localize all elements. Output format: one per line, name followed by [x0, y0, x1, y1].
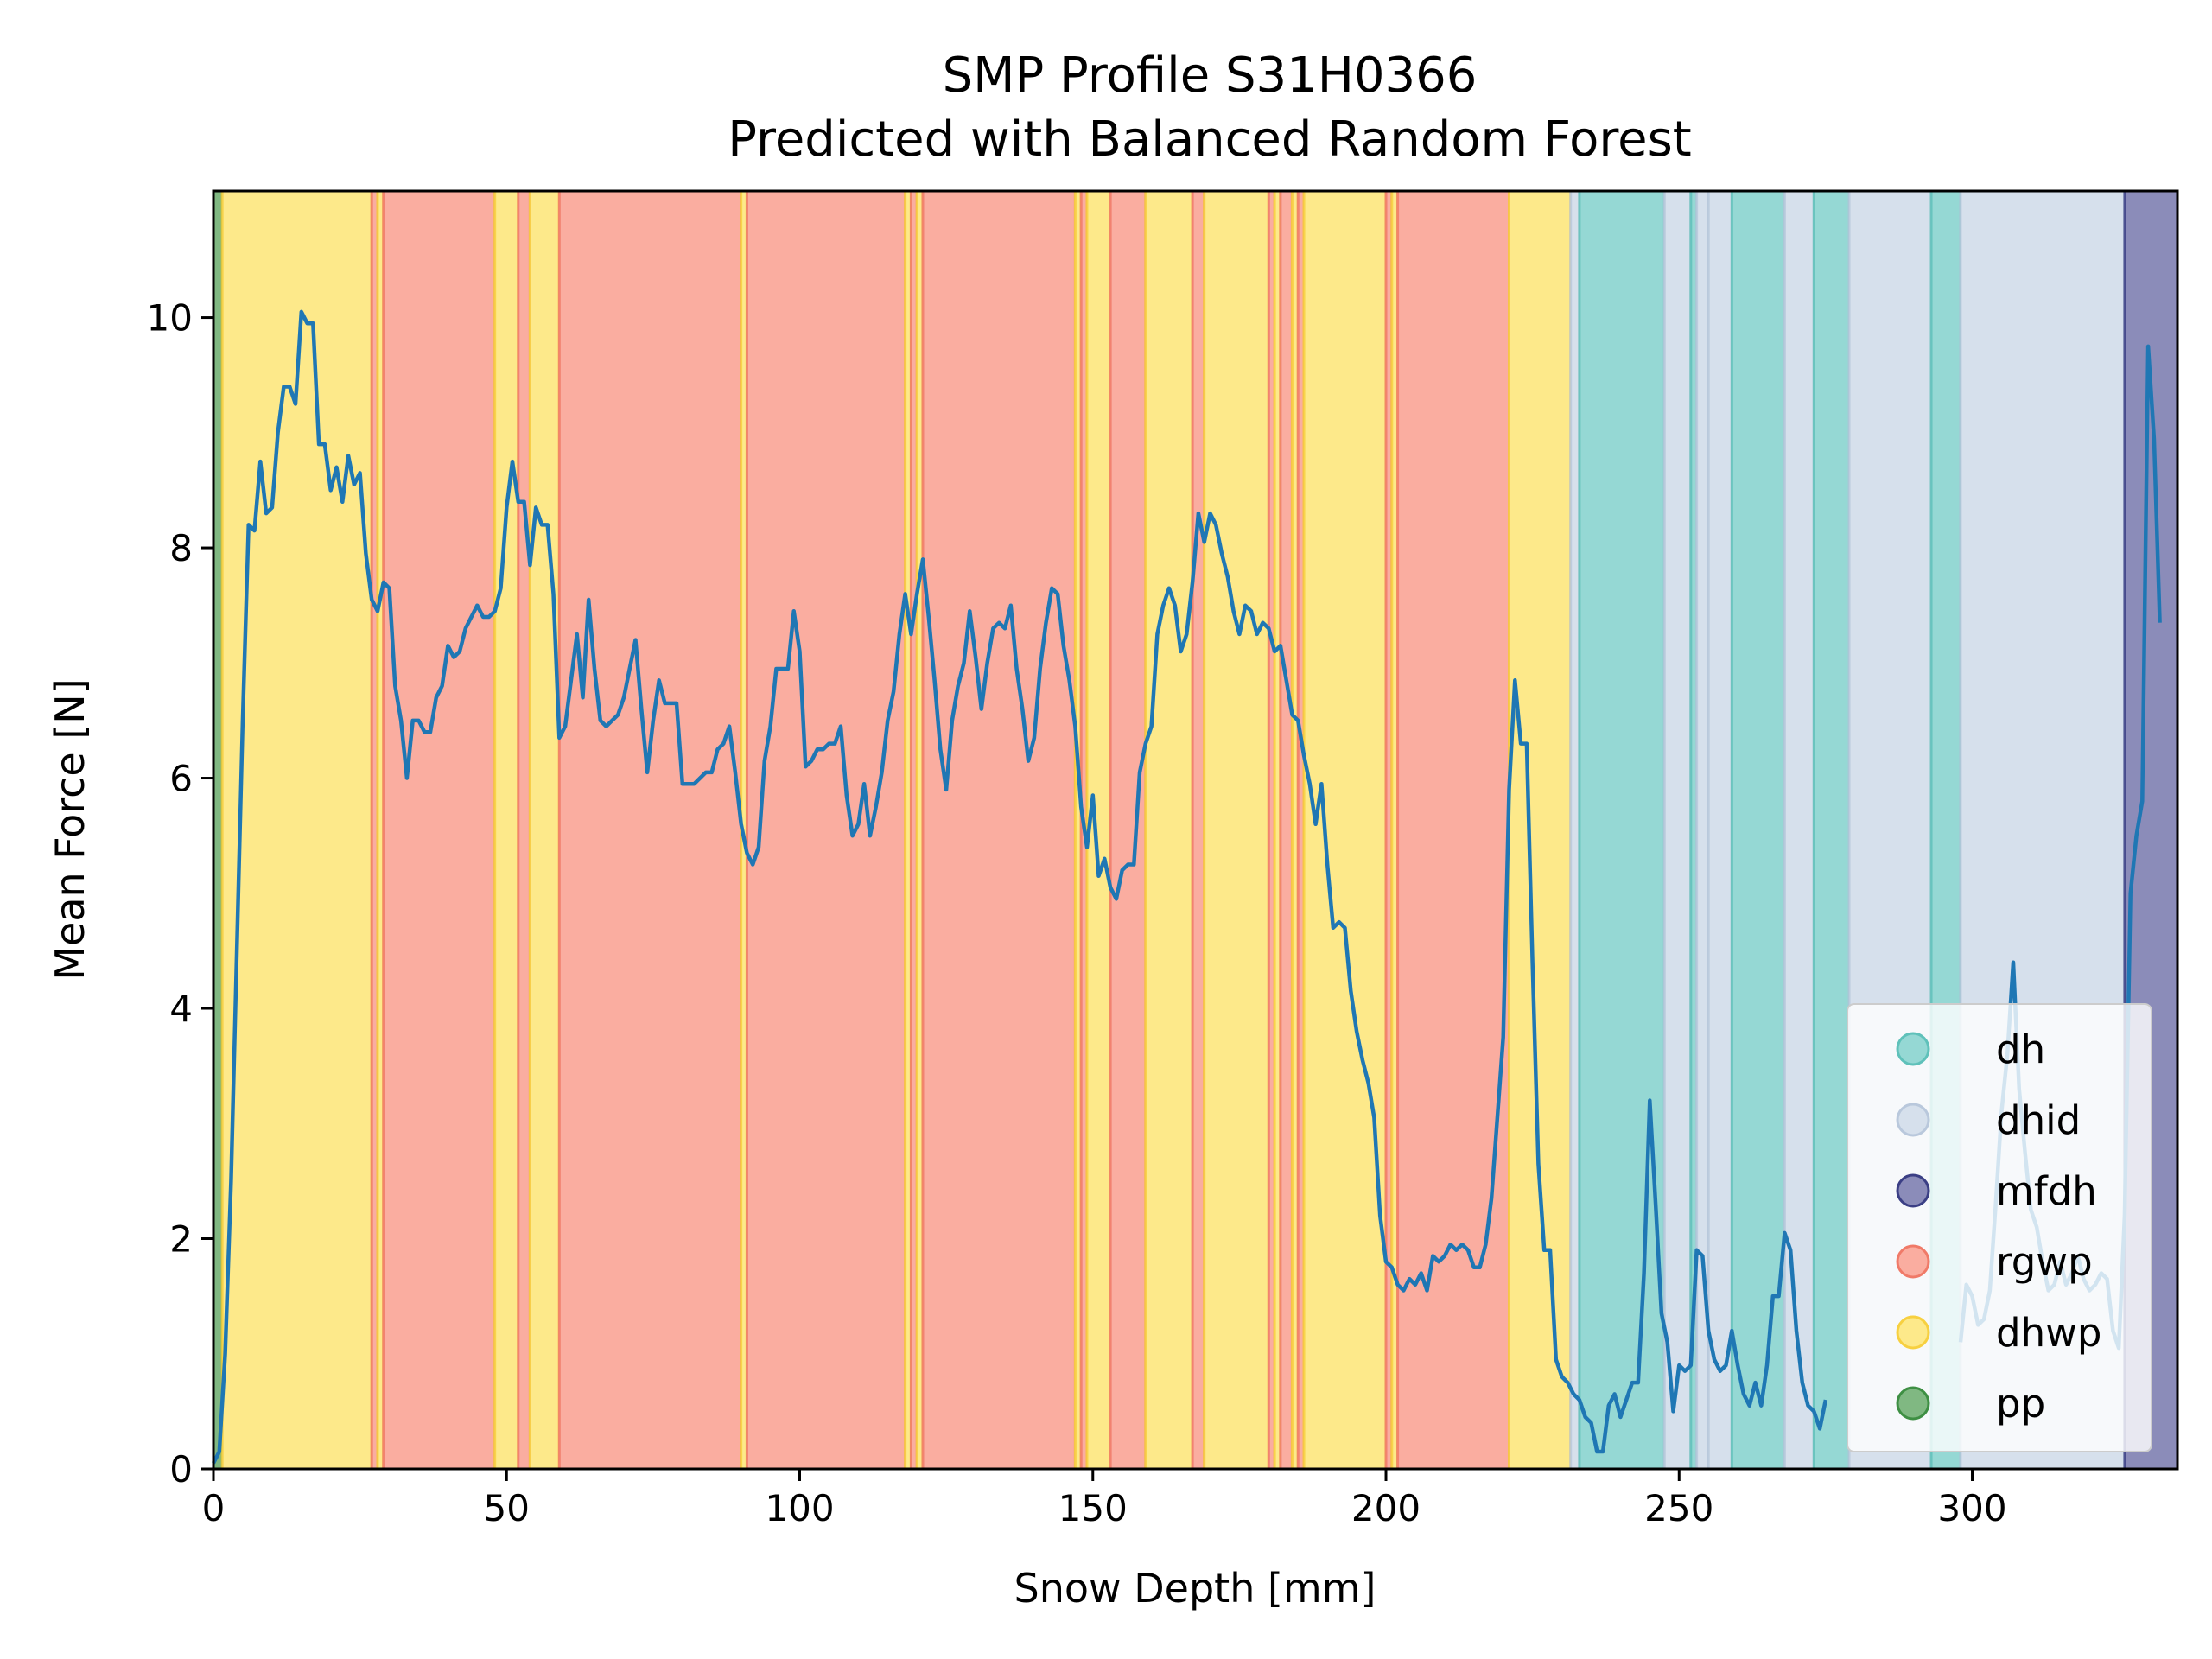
x-tick-label: 50	[484, 1487, 530, 1529]
y-tick-label: 0	[169, 1448, 193, 1491]
x-tick-label: 250	[1644, 1487, 1713, 1529]
band-dhwp	[1274, 191, 1281, 1469]
legend-label-pp: pp	[1996, 1381, 2045, 1427]
band-dh	[1814, 191, 1850, 1469]
band-rgwp	[922, 191, 1076, 1469]
band-dhwp	[1292, 191, 1299, 1469]
band-rgwp	[518, 191, 531, 1469]
plot-frame	[212, 189, 2179, 1471]
band-dhwp	[377, 191, 384, 1469]
series-line-0	[211, 309, 1828, 1465]
band-rgwp	[911, 191, 918, 1469]
legend-marker-dh	[1896, 1032, 1930, 1066]
band-rgwp	[1386, 191, 1392, 1469]
legend-marker-dhwp	[1896, 1315, 1930, 1350]
band-rgwp	[1280, 191, 1293, 1469]
band-rgwp	[1110, 191, 1146, 1469]
band-rgwp	[559, 191, 741, 1469]
y-tick-label: 6	[169, 758, 193, 800]
y-tick-label: 4	[169, 988, 193, 1030]
band-rgwp	[1268, 191, 1275, 1469]
x-tick-label: 0	[202, 1487, 226, 1529]
y-axis-label: Mean Force [N]	[47, 678, 93, 980]
band-dh	[1579, 191, 1665, 1469]
band-dhid	[1708, 191, 1732, 1469]
band-dhwp	[1391, 191, 1398, 1469]
band-rgwp	[1192, 191, 1205, 1469]
band-dhid	[1664, 191, 1691, 1469]
band-dh	[1690, 191, 1697, 1469]
band-pp	[213, 191, 223, 1469]
band-dhwp	[1204, 191, 1269, 1469]
band-dhwp	[530, 191, 560, 1469]
legend-label-dh: dh	[1996, 1027, 2045, 1072]
x-axis: 0 50 100 150 200 250 300	[202, 1469, 2007, 1529]
y-tick-label: 10	[147, 297, 193, 340]
band-dhwp	[494, 191, 518, 1469]
legend-marker-pp	[1896, 1386, 1930, 1421]
band-rgwp	[1298, 191, 1305, 1469]
band-rgwp	[372, 191, 378, 1469]
band-dhwp	[1509, 191, 1571, 1469]
band-dhid	[1784, 191, 1815, 1469]
y-axis: 0 2 4 6 8 10	[147, 297, 213, 1491]
chart-title: SMP Profile S31H0366	[943, 48, 1478, 104]
band-rgwp	[1397, 191, 1510, 1469]
legend-label-mfdh: mfdh	[1996, 1168, 2097, 1214]
y-tick-label: 2	[169, 1218, 193, 1261]
x-tick-label: 100	[765, 1487, 834, 1529]
legend: dh dhid mfdh rgwp dhwp pp	[1847, 1003, 2152, 1452]
legend-marker-rgwp	[1896, 1244, 1930, 1279]
band-dhwp	[1304, 191, 1387, 1469]
legend-label-dhid: dhid	[1996, 1097, 2081, 1143]
band-dhwp	[1145, 191, 1193, 1469]
x-tick-label: 300	[1937, 1487, 2006, 1529]
legend-marker-mfdh	[1896, 1173, 1930, 1208]
band-dhwp	[905, 191, 912, 1469]
band-rgwp	[383, 191, 495, 1469]
y-tick-label: 8	[169, 527, 193, 569]
band-dh	[1732, 191, 1785, 1469]
legend-label-rgwp: rgwp	[1996, 1239, 2093, 1285]
chart-subtitle: Predicted with Balanced Random Forest	[728, 111, 1692, 168]
class-bands	[212, 191, 2179, 1469]
band-dhid	[1696, 191, 1709, 1469]
legend-label-dhwp: dhwp	[1996, 1310, 2101, 1356]
x-tick-label: 200	[1351, 1487, 1421, 1529]
band-dhwp	[917, 191, 923, 1469]
band-dhwp	[1075, 191, 1082, 1469]
band-dhid	[1570, 191, 1580, 1469]
band-rgwp	[747, 191, 906, 1469]
x-axis-label: Snow Depth [mm]	[1014, 1565, 1376, 1611]
legend-marker-dhid	[1896, 1103, 1930, 1137]
x-tick-label: 150	[1058, 1487, 1128, 1529]
